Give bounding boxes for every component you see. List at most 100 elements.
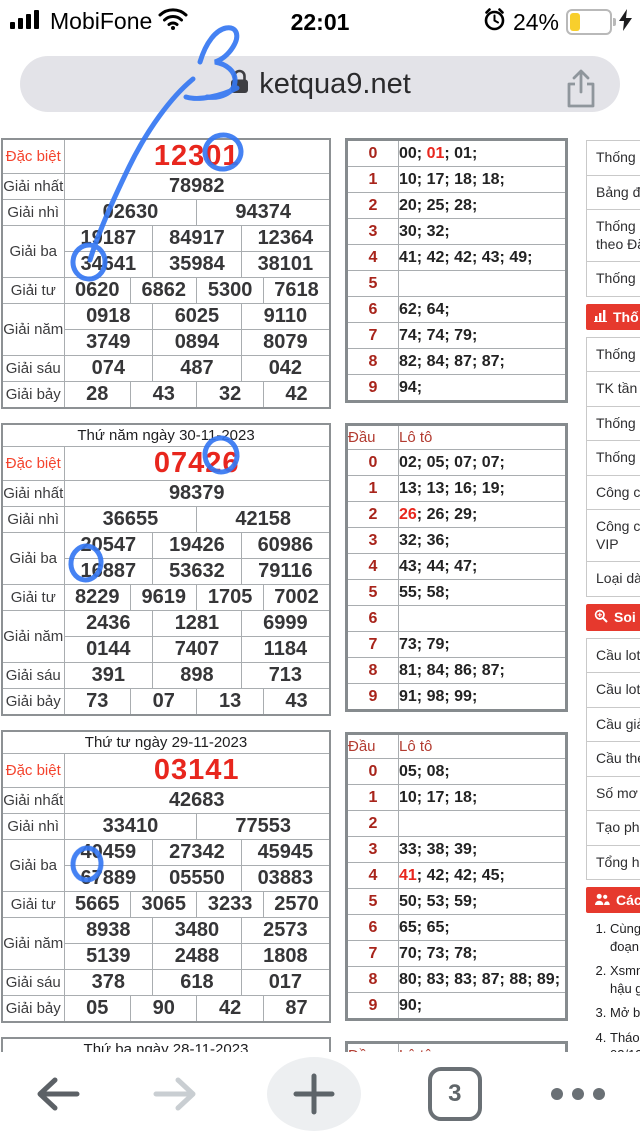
loto-head: 5 bbox=[346, 579, 399, 606]
loto-values: 00; 01; 01; bbox=[398, 139, 567, 167]
sidebar-link[interactable]: Số mơ bbox=[586, 776, 640, 811]
loto-header-dau: Đầu bbox=[346, 424, 399, 450]
prize-label: Giải nhì bbox=[1, 199, 65, 226]
forward-button[interactable] bbox=[150, 1074, 200, 1114]
loto-table: 0 00; 01; 01; 1 10; 17; 18; 18; 2 20; 25; 2… bbox=[345, 138, 568, 403]
prize-value: 3233 bbox=[196, 891, 264, 918]
prize-value: 67889 bbox=[63, 865, 154, 892]
share-button[interactable] bbox=[560, 65, 602, 116]
clock-label: 22:01 bbox=[290, 9, 350, 35]
status-right: 24% bbox=[483, 8, 632, 36]
sidebar-link[interactable]: Thống kê bbox=[586, 441, 640, 476]
loto-head: 7 bbox=[346, 322, 399, 349]
prize-value: 0144 bbox=[63, 636, 154, 663]
sidebar-link[interactable]: Công cụVIP bbox=[586, 510, 640, 562]
address-bar[interactable]: ketqua9.net bbox=[20, 56, 620, 112]
prize-value: 6862 bbox=[129, 277, 198, 304]
prize-label: Đặc biệt bbox=[1, 138, 65, 174]
sidebar-link[interactable]: TK tần su bbox=[586, 372, 640, 407]
tab-count-badge: 3 bbox=[427, 1067, 482, 1121]
prize-value: 6025 bbox=[152, 303, 242, 330]
loto-row: 6 bbox=[346, 605, 567, 632]
loto-values: 41; 42; 42; 45; bbox=[398, 862, 567, 889]
loto-row: 9 90; bbox=[346, 992, 567, 1020]
sidebar-link[interactable]: Thống kêtheo Đặc bbox=[586, 210, 640, 262]
loto-values: 26; 26; 29; bbox=[398, 501, 567, 528]
back-button[interactable] bbox=[33, 1074, 83, 1114]
article-link[interactable]: Mở b bbox=[610, 1004, 640, 1022]
prize-value: 042 bbox=[240, 355, 331, 382]
sidebar-link[interactable]: Tạo phôi bbox=[586, 811, 640, 846]
sidebar-link[interactable]: Tổng hợp bbox=[586, 845, 640, 880]
sidebar-link[interactable]: Cầu giải bbox=[586, 707, 640, 742]
prize-label: Giải sáu bbox=[1, 969, 65, 996]
prize-row: Giải nhất 98379 bbox=[1, 480, 331, 507]
result-table: Thứ tư ngày 29-11-2023 Đặc biệt 03141 Giải … bbox=[1, 730, 331, 1023]
sidebar-link[interactable]: Cầu theo bbox=[586, 742, 640, 777]
article-link[interactable]: Tháo02/12 bbox=[610, 1029, 640, 1052]
sidebar-link[interactable]: Cầu loto bbox=[586, 638, 640, 673]
sidebar-header-label: Thố bbox=[613, 308, 639, 325]
prize-value: 6999 bbox=[240, 610, 331, 637]
new-tab-button[interactable] bbox=[266, 1057, 361, 1131]
loto-head: 8 bbox=[346, 348, 399, 375]
prize-label: Giải nhất bbox=[1, 787, 65, 814]
prize-value: 2573 bbox=[240, 917, 331, 944]
loto-values: 62; 64; bbox=[398, 296, 567, 323]
page-content: Đặc biệt 12301 Giải nhất 78982 Giải nhì 02630… bbox=[0, 133, 640, 1052]
sidebar-section-header[interactable]: Soi bbox=[586, 603, 640, 631]
prize-value: 35984 bbox=[152, 251, 242, 278]
sidebar-link[interactable]: Cầu loto bbox=[586, 673, 640, 708]
battery-percent-label: 24% bbox=[512, 8, 559, 35]
loto-values: 80; 83; 83; 87; 88; 89; bbox=[398, 966, 567, 993]
sidebar-section-header[interactable]: Các bbox=[586, 887, 640, 913]
prize-value: 1808 bbox=[240, 943, 331, 970]
loto-row: 5 55; 58; bbox=[346, 579, 567, 606]
sidebar-link[interactable]: Thống kê bbox=[586, 141, 640, 176]
date-row: Thứ năm ngày 30-11-2023 bbox=[1, 423, 331, 447]
sidebar-section-header[interactable]: Thố bbox=[586, 303, 640, 330]
prize-label: Giải năm bbox=[1, 917, 65, 970]
loto-values: 05; 08; bbox=[398, 758, 567, 785]
prize-value: 32 bbox=[196, 381, 264, 409]
sidebar-link[interactable]: Loại dàn bbox=[586, 562, 640, 597]
loto-header-loto: Lô tô bbox=[398, 1042, 567, 1052]
prize-row: Giải bảy 05 90 42 87 bbox=[1, 995, 331, 1023]
tabs-button[interactable]: 3 bbox=[427, 1067, 482, 1121]
magnifier-icon bbox=[594, 609, 608, 626]
prize-value: 03141 bbox=[63, 753, 331, 788]
prize-value: 3065 bbox=[129, 891, 198, 918]
loto-values: 81; 84; 86; 87; bbox=[398, 657, 567, 684]
sidebar-link[interactable]: Thống kê bbox=[586, 406, 640, 441]
prize-value: 8938 bbox=[63, 917, 154, 944]
sidebar-link[interactable]: Công cụ bbox=[586, 475, 640, 510]
prize-value: 34641 bbox=[63, 251, 154, 278]
loto-row: 2 20; 25; 28; bbox=[346, 192, 567, 219]
loto-values: 41; 42; 42; 43; 49; bbox=[398, 244, 567, 271]
plus-icon bbox=[266, 1057, 361, 1131]
sidebar-link[interactable]: Bảng đặc bbox=[586, 175, 640, 210]
charging-bolt-icon bbox=[619, 8, 632, 36]
prize-value: 19187 bbox=[63, 225, 154, 252]
prize-value: 84917 bbox=[152, 225, 242, 252]
sidebar-link[interactable]: Thống kê bbox=[586, 337, 640, 372]
loto-head: 8 bbox=[346, 966, 399, 993]
loto-head: 1 bbox=[346, 166, 399, 193]
prize-row: 0144 7407 1184 bbox=[2, 636, 331, 663]
prize-label: Giải tư bbox=[1, 891, 65, 918]
loto-head: 7 bbox=[346, 631, 399, 658]
loto-row: 7 70; 73; 78; bbox=[346, 940, 567, 967]
prize-value: 42683 bbox=[63, 787, 331, 814]
prize-value: 3749 bbox=[63, 329, 154, 356]
prize-value: 90 bbox=[129, 995, 198, 1023]
prize-value: 42158 bbox=[196, 506, 331, 533]
result-table: Thứ ba ngày 28-11-2023 bbox=[1, 1037, 331, 1052]
prize-label: Giải ba bbox=[1, 532, 65, 585]
more-menu-button[interactable] bbox=[549, 1086, 607, 1102]
prize-label: Giải tư bbox=[1, 277, 65, 304]
sidebar-link[interactable]: Thống kê bbox=[586, 262, 640, 297]
